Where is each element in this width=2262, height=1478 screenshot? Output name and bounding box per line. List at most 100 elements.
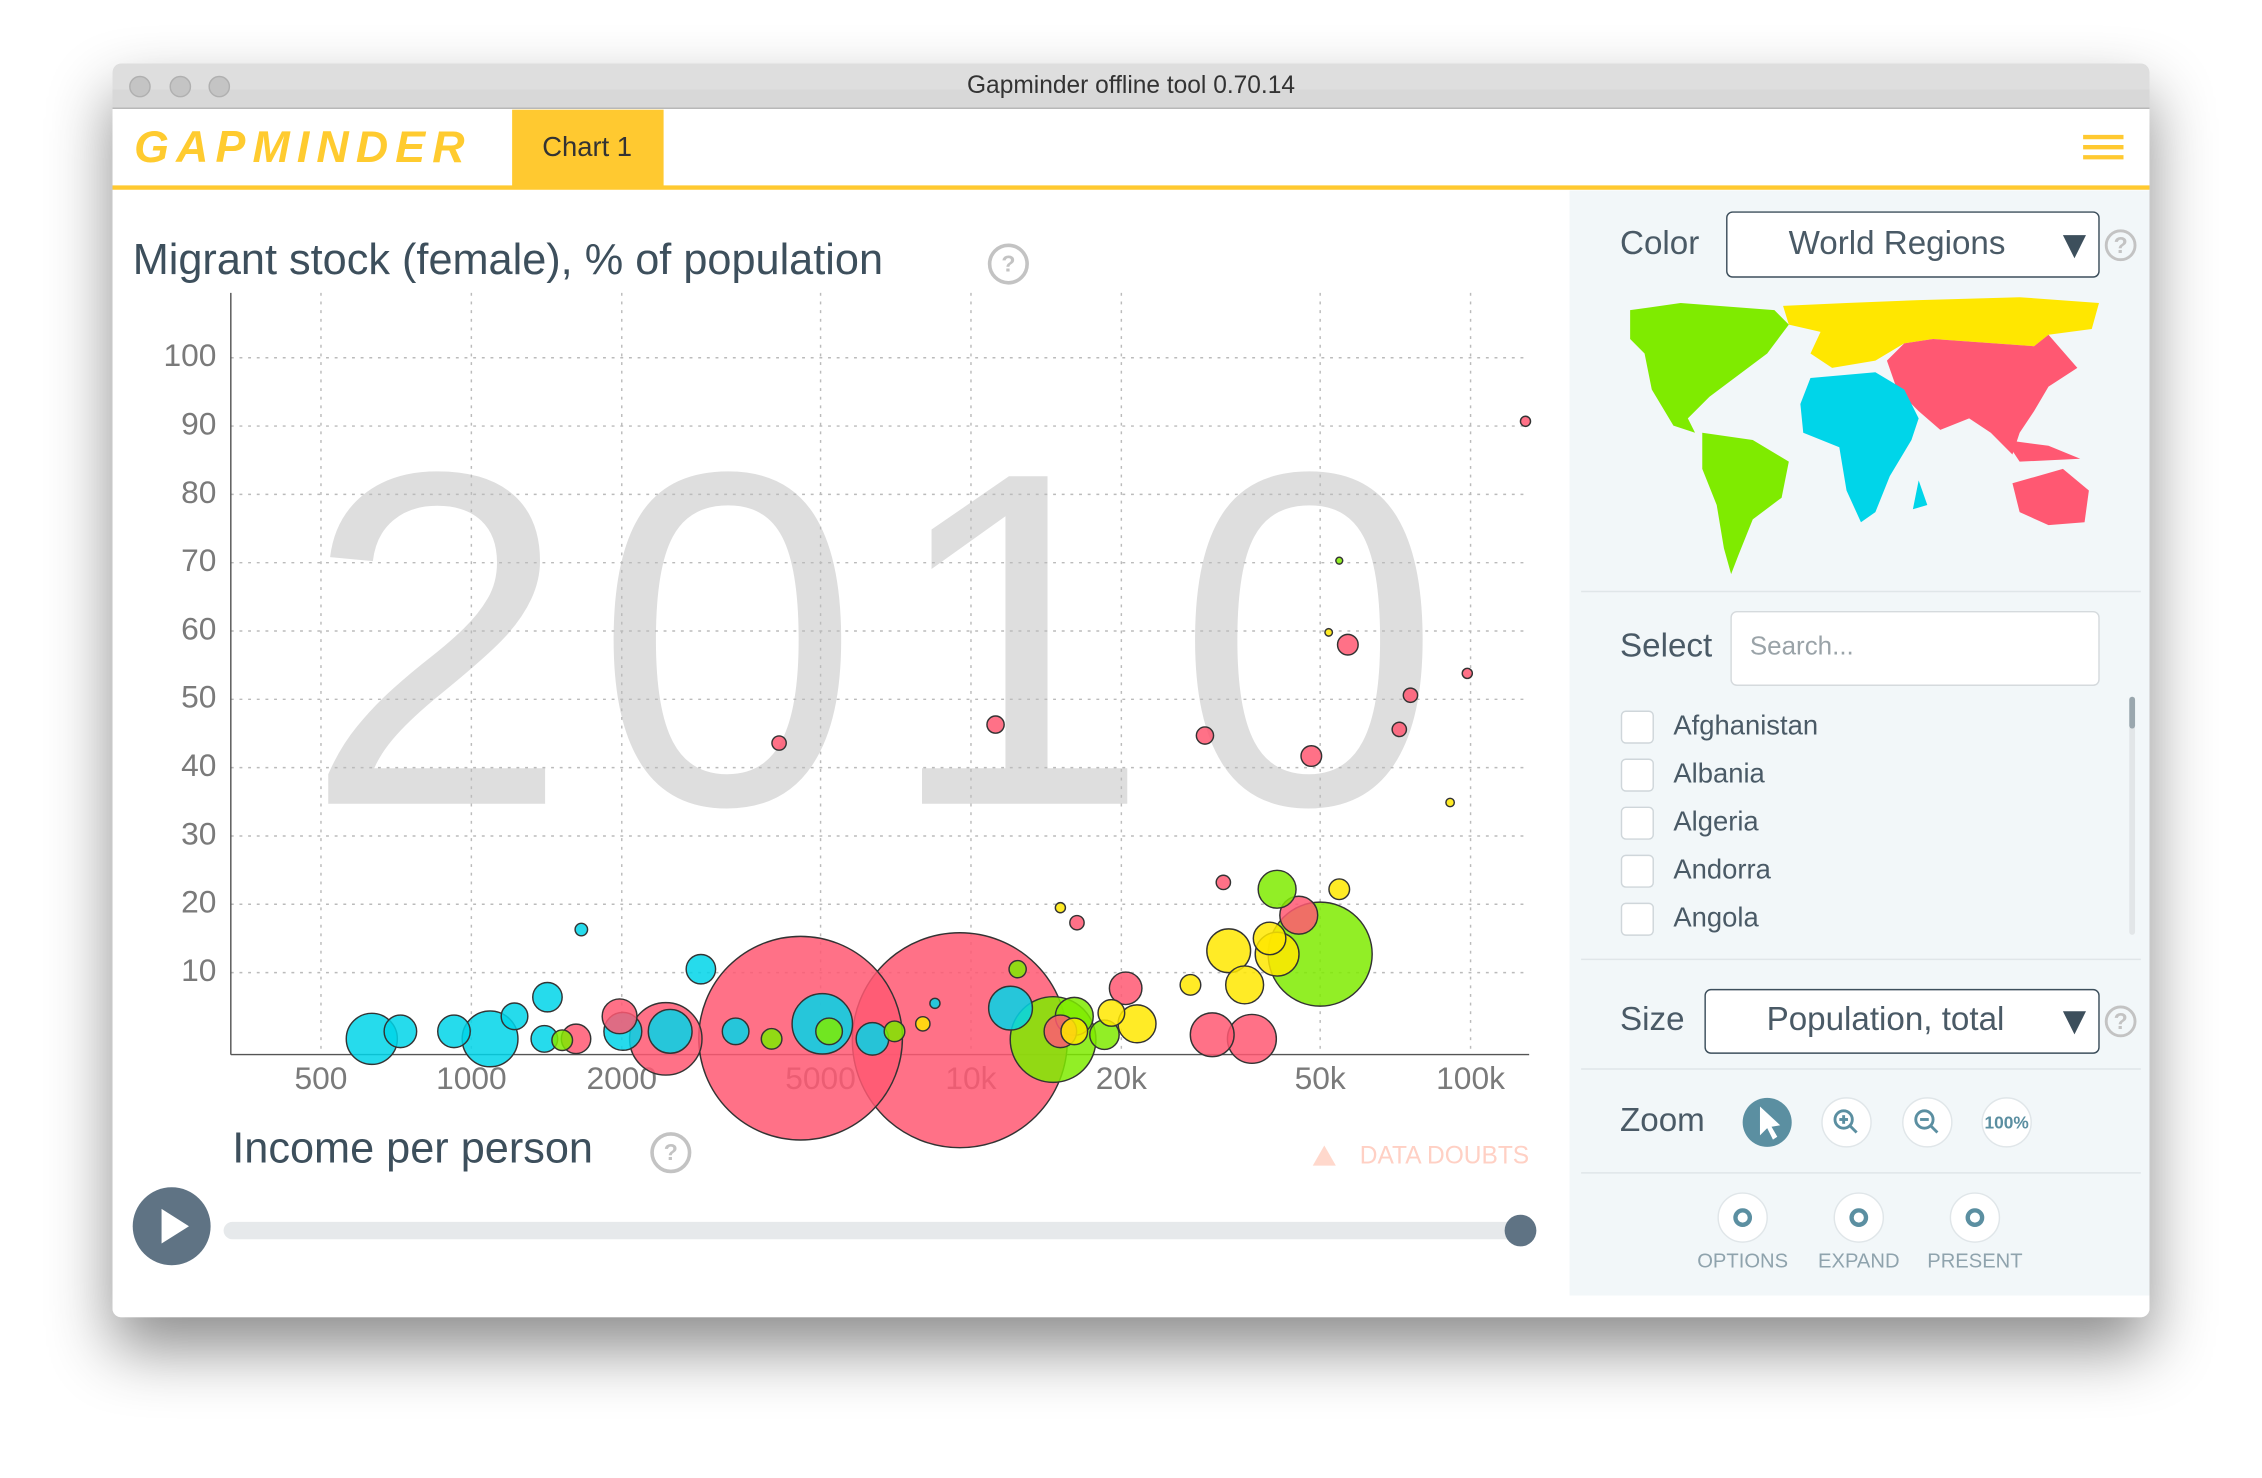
bubble[interactable] xyxy=(1402,687,1419,704)
checkbox[interactable] xyxy=(1620,854,1654,888)
bubble[interactable] xyxy=(500,1002,529,1031)
bubble[interactable] xyxy=(1069,914,1085,931)
bubble[interactable] xyxy=(883,1020,906,1043)
size-dropdown-value[interactable]: Population, total xyxy=(1767,1001,2005,1038)
checkbox[interactable] xyxy=(1620,710,1654,744)
bubble[interactable] xyxy=(1335,556,1344,565)
bubble[interactable] xyxy=(1054,901,1067,914)
zoom-reset-label[interactable]: 100% xyxy=(1985,1112,2029,1132)
bubble[interactable] xyxy=(437,1014,471,1049)
bubble[interactable] xyxy=(601,998,638,1035)
logo[interactable]: GAPMINDER xyxy=(134,123,466,172)
bubble[interactable] xyxy=(929,997,941,1010)
bubble[interactable] xyxy=(1391,721,1408,738)
dropdown-arrow[interactable] xyxy=(2062,1011,2087,1035)
map-region[interactable] xyxy=(2005,440,2081,462)
button-glyph[interactable] xyxy=(1849,1208,1869,1227)
bubble[interactable] xyxy=(721,1017,750,1046)
menu-button[interactable] xyxy=(2083,134,2124,160)
map-region[interactable] xyxy=(1800,372,1919,523)
checkbox[interactable] xyxy=(1620,758,1654,792)
tab-label[interactable]: Chart 1 xyxy=(542,131,632,162)
zoom-in-button[interactable] xyxy=(1821,1097,1872,1148)
bubble[interactable] xyxy=(574,922,589,937)
world-map[interactable] xyxy=(1630,297,2099,575)
map-region[interactable] xyxy=(2012,468,2089,526)
bubble[interactable] xyxy=(1179,973,1202,996)
help-glyph[interactable]: ? xyxy=(1001,251,1015,277)
bubble[interactable] xyxy=(1324,627,1334,637)
bubble[interactable] xyxy=(1257,869,1297,909)
map-region[interactable] xyxy=(1912,480,1928,510)
bubble[interactable] xyxy=(760,1027,783,1050)
size-dropdown[interactable] xyxy=(1704,988,2100,1054)
country-name[interactable]: Albania xyxy=(1673,757,1765,788)
bubble[interactable] xyxy=(1300,745,1323,768)
bubble[interactable] xyxy=(914,1015,931,1032)
bubble[interactable] xyxy=(1279,895,1319,935)
bubble[interactable] xyxy=(1461,667,1474,680)
checkbox[interactable] xyxy=(1620,902,1654,936)
help-glyph[interactable]: ? xyxy=(664,1139,678,1165)
bubble[interactable] xyxy=(1108,971,1143,1006)
bubble[interactable] xyxy=(815,1017,844,1046)
bubble[interactable] xyxy=(1445,797,1456,808)
x-axis-title[interactable]: Income per person xyxy=(232,1125,593,1173)
bubble[interactable] xyxy=(1252,921,1287,956)
bubble[interactable] xyxy=(647,1008,693,1054)
help-icon[interactable] xyxy=(2104,229,2137,262)
button-icon[interactable] xyxy=(1833,1192,1885,1243)
tab[interactable] xyxy=(512,109,664,188)
bubble[interactable] xyxy=(771,735,787,751)
button-label[interactable]: OPTIONS xyxy=(1697,1251,1788,1273)
scrollbar[interactable] xyxy=(2129,696,2136,935)
country-name[interactable]: Angola xyxy=(1673,901,1759,932)
zoom-button[interactable] xyxy=(208,75,231,98)
bubble[interactable] xyxy=(1215,874,1232,891)
bubble[interactable] xyxy=(1328,878,1351,901)
zoom-out-button[interactable] xyxy=(1902,1097,1953,1148)
bubble[interactable] xyxy=(1226,1013,1278,1065)
map-region[interactable] xyxy=(1783,297,2099,368)
zoom-in-icon[interactable] xyxy=(1833,1109,1858,1134)
y-axis-title[interactable]: Migrant stock (female), % of population xyxy=(133,236,883,284)
bubble[interactable] xyxy=(1519,415,1532,428)
help-icon[interactable] xyxy=(2104,1005,2137,1038)
dropdown-arrow[interactable] xyxy=(2062,235,2087,259)
help-icon[interactable] xyxy=(987,243,1029,285)
color-dropdown[interactable] xyxy=(1726,211,2100,278)
bubble[interactable] xyxy=(383,1014,418,1049)
country-name[interactable]: Afghanistan xyxy=(1673,709,1818,740)
bubble[interactable] xyxy=(1008,959,1027,979)
button-label[interactable]: PRESENT xyxy=(1927,1251,2022,1273)
bubble[interactable] xyxy=(1206,928,1252,974)
pointer-icon[interactable] xyxy=(1759,1106,1781,1140)
button-icon[interactable] xyxy=(1717,1192,1768,1243)
color-dropdown-value[interactable]: World Regions xyxy=(1789,225,2006,262)
bubble[interactable] xyxy=(1097,998,1126,1027)
time-slider-track[interactable] xyxy=(223,1221,1522,1240)
zoom-reset-button[interactable] xyxy=(1981,1097,2032,1148)
map-region[interactable] xyxy=(1702,432,1789,575)
help-glyph[interactable]: ? xyxy=(2114,1008,2128,1034)
bubble[interactable] xyxy=(1060,1017,1089,1046)
scrollbar-thumb[interactable] xyxy=(2129,696,2136,729)
checkbox[interactable] xyxy=(1620,806,1654,840)
bubble[interactable] xyxy=(1224,965,1265,1005)
bubble[interactable] xyxy=(855,1021,890,1056)
warning-icon[interactable] xyxy=(1312,1145,1336,1166)
data-doubts[interactable]: DATA DOUBTS xyxy=(1360,1142,1529,1169)
help-icon[interactable] xyxy=(650,1132,692,1174)
button-label[interactable]: EXPAND xyxy=(1818,1251,1900,1273)
close-button[interactable] xyxy=(129,75,151,98)
search-input[interactable] xyxy=(1730,610,2100,686)
zoom-out-icon[interactable] xyxy=(1914,1109,1939,1134)
bubble[interactable] xyxy=(1189,1012,1235,1058)
play-icon[interactable] xyxy=(161,1208,189,1244)
bubble[interactable] xyxy=(1195,726,1215,745)
bubble[interactable] xyxy=(987,985,1034,1031)
map-region[interactable] xyxy=(1886,334,2078,455)
bubble[interactable] xyxy=(1336,633,1359,656)
help-glyph[interactable]: ? xyxy=(2114,232,2128,258)
map-region[interactable] xyxy=(1630,302,1789,433)
